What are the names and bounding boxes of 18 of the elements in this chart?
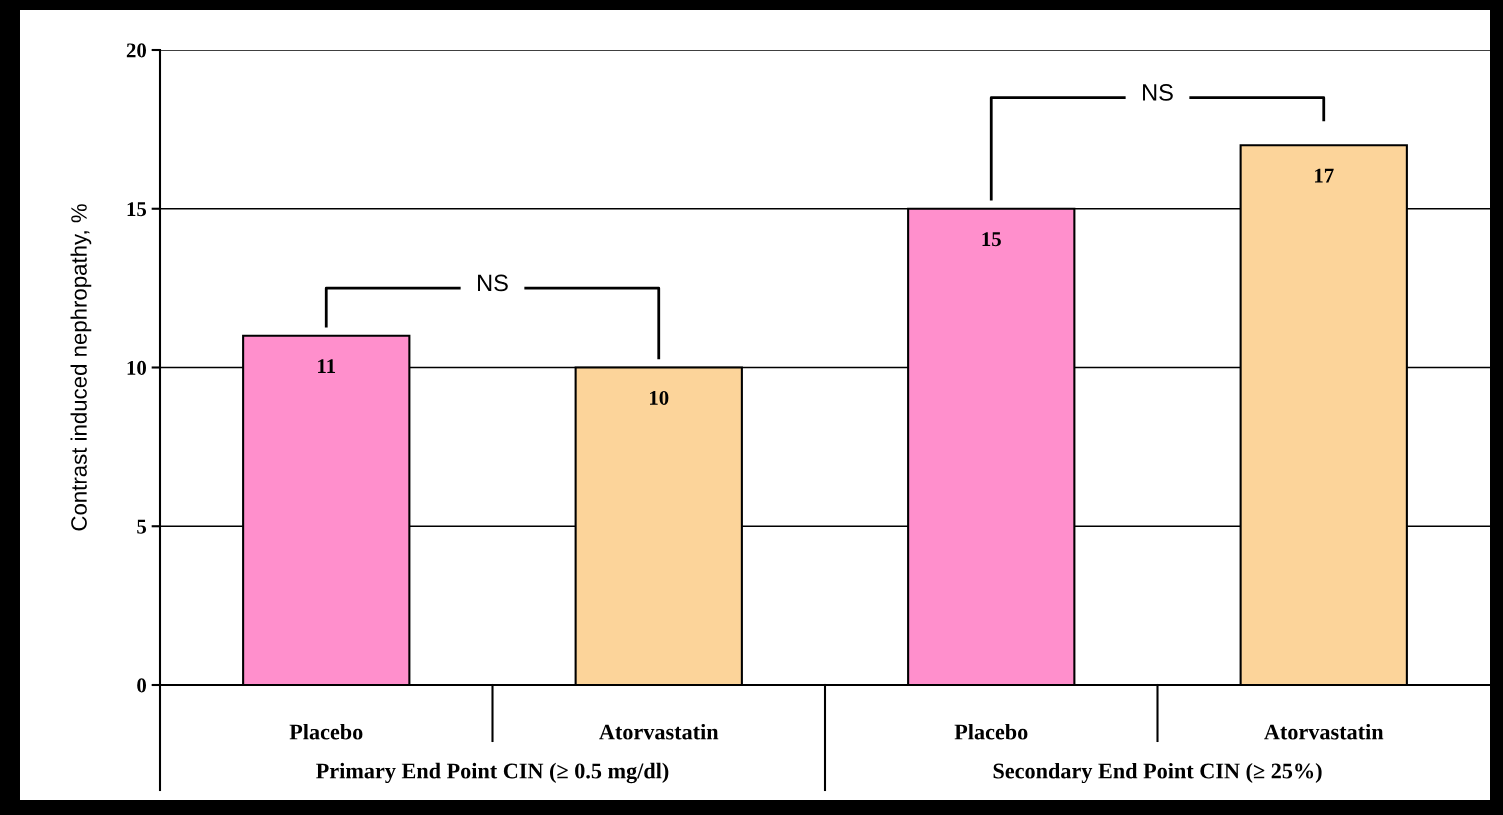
x-tick-label: Placebo — [954, 723, 1028, 740]
text: Primary End Point CIN (≥ 0.5 mg/dl) — [316, 762, 669, 784]
data-label: 11 — [318, 359, 336, 373]
y-tick-label: 5 — [137, 519, 147, 534]
annotation: NS — [1143, 84, 1173, 101]
text: Secondary End Point CIN (≥ 25%) — [993, 762, 1322, 784]
data-label: 15 — [982, 232, 1001, 247]
annotation: NS — [478, 274, 508, 292]
data-label: 17 — [1315, 168, 1334, 183]
x-tick-label: Placebo — [289, 723, 363, 740]
x-tick-label: Atorvastatin — [1264, 723, 1384, 740]
y-tick-label: 0 — [137, 678, 147, 693]
data-label: 10 — [650, 390, 669, 405]
y-tick-label: 10 — [127, 360, 147, 375]
y-tick-label: 15 — [127, 202, 147, 217]
x-tick-label: Atorvastatin — [599, 723, 719, 740]
y-axis-title: Contrast induced nephropathy, % — [70, 204, 92, 531]
y-tick-label: 20 — [126, 43, 147, 58]
